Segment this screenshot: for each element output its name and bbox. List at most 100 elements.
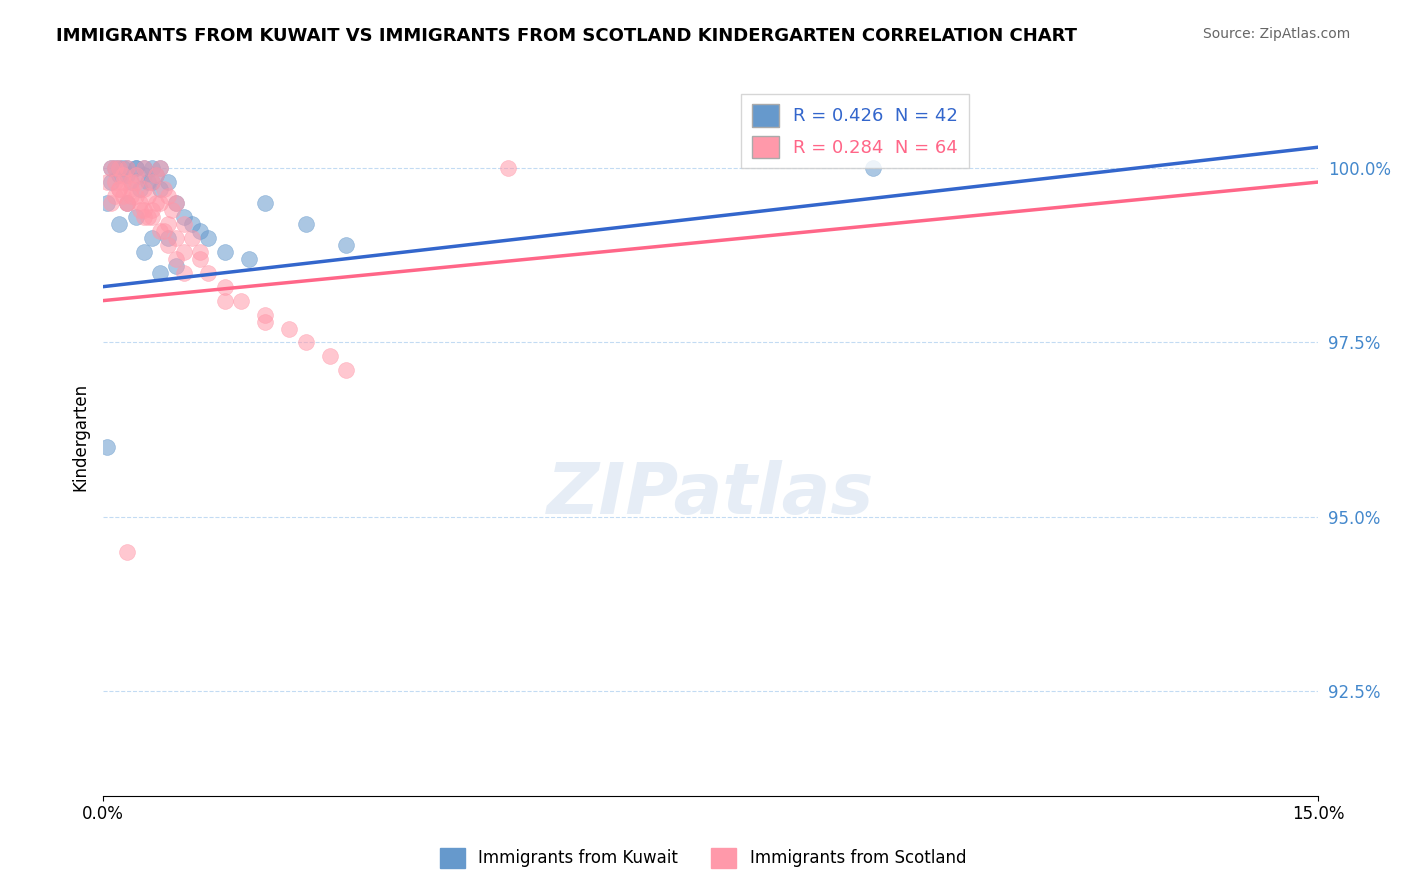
Point <box>141 175 163 189</box>
Point <box>214 293 236 308</box>
Point <box>117 168 139 182</box>
Point <box>335 237 357 252</box>
Point <box>188 252 211 266</box>
Point <box>100 175 122 189</box>
Point <box>141 161 163 175</box>
Point <box>153 182 176 196</box>
Point <box>319 350 342 364</box>
Point <box>121 175 143 189</box>
Point <box>173 217 195 231</box>
Point <box>294 217 316 231</box>
Text: Source: ZipAtlas.com: Source: ZipAtlas.com <box>1202 27 1350 41</box>
Point <box>132 161 155 175</box>
Point <box>132 168 155 182</box>
Point <box>108 182 131 196</box>
Point <box>197 231 219 245</box>
Point <box>96 196 118 211</box>
Point <box>173 210 195 224</box>
Text: IMMIGRANTS FROM KUWAIT VS IMMIGRANTS FROM SCOTLAND KINDERGARTEN CORRELATION CHAR: IMMIGRANTS FROM KUWAIT VS IMMIGRANTS FRO… <box>56 27 1077 45</box>
Point <box>141 175 163 189</box>
Point <box>124 210 146 224</box>
Point <box>173 244 195 259</box>
Point <box>121 189 143 203</box>
Point <box>149 182 172 196</box>
Point <box>124 161 146 175</box>
Point <box>121 182 143 196</box>
Point <box>104 189 127 203</box>
Point <box>145 168 167 182</box>
Point <box>156 189 179 203</box>
Point <box>100 196 122 211</box>
Point <box>104 161 127 175</box>
Point <box>141 210 163 224</box>
Point <box>149 266 172 280</box>
Point <box>278 321 301 335</box>
Point <box>132 202 155 217</box>
Point <box>121 175 143 189</box>
Point <box>214 279 236 293</box>
Point <box>96 440 118 454</box>
Point <box>496 161 519 175</box>
Point <box>112 175 135 189</box>
Point <box>136 210 159 224</box>
Point <box>112 168 135 182</box>
Point <box>124 168 146 182</box>
Point <box>104 175 127 189</box>
Point <box>132 244 155 259</box>
Point <box>96 175 118 189</box>
Point <box>124 189 146 203</box>
Point <box>117 196 139 211</box>
Point <box>229 293 252 308</box>
Point <box>124 175 146 189</box>
Point <box>165 196 187 211</box>
Point <box>165 196 187 211</box>
Point <box>100 161 122 175</box>
Point <box>149 161 172 175</box>
Point <box>128 202 150 217</box>
Point <box>108 161 131 175</box>
Point <box>117 544 139 558</box>
Point <box>136 189 159 203</box>
Point <box>254 314 277 328</box>
Point <box>181 217 204 231</box>
Point <box>117 161 139 175</box>
Point <box>149 224 172 238</box>
Legend: Immigrants from Kuwait, Immigrants from Scotland: Immigrants from Kuwait, Immigrants from … <box>433 841 973 875</box>
Point <box>238 252 260 266</box>
Text: ZIPatlas: ZIPatlas <box>547 459 875 529</box>
Point <box>254 308 277 322</box>
Point <box>156 231 179 245</box>
Point <box>149 196 172 211</box>
Point <box>149 161 172 175</box>
Point <box>108 182 131 196</box>
Point <box>181 231 204 245</box>
Point <box>156 175 179 189</box>
Point <box>173 266 195 280</box>
Point <box>153 224 176 238</box>
Point <box>254 196 277 211</box>
Point <box>294 335 316 350</box>
Point <box>165 259 187 273</box>
Point <box>108 217 131 231</box>
Point <box>214 244 236 259</box>
Legend: R = 0.426  N = 42, R = 0.284  N = 64: R = 0.426 N = 42, R = 0.284 N = 64 <box>741 94 969 169</box>
Point <box>128 182 150 196</box>
Point <box>108 161 131 175</box>
Point <box>165 252 187 266</box>
Point <box>335 363 357 377</box>
Y-axis label: Kindergarten: Kindergarten <box>72 383 89 491</box>
Point <box>862 161 884 175</box>
Point <box>100 161 122 175</box>
Point <box>117 196 139 211</box>
Point <box>156 237 179 252</box>
Point <box>188 244 211 259</box>
Point <box>108 168 131 182</box>
Point <box>132 161 155 175</box>
Point <box>188 224 211 238</box>
Point <box>141 202 163 217</box>
Point <box>124 161 146 175</box>
Point <box>197 266 219 280</box>
Point <box>128 196 150 211</box>
Point <box>136 175 159 189</box>
Point <box>145 168 167 182</box>
